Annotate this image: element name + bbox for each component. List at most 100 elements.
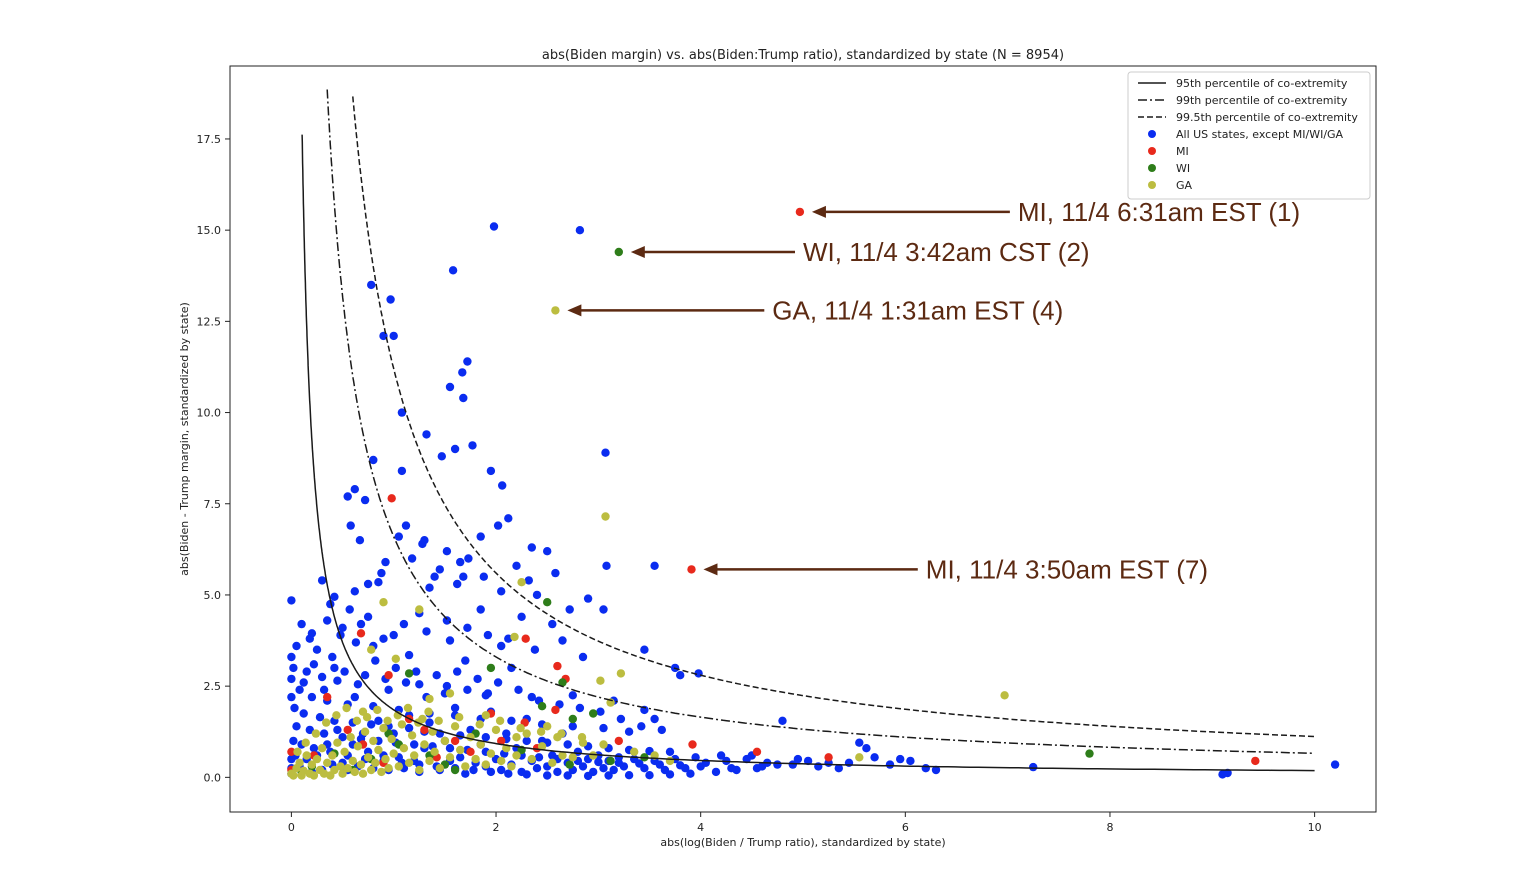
- data-point: [553, 661, 562, 671]
- data-point: [504, 514, 513, 523]
- data-point: [389, 630, 398, 640]
- data-point: [442, 681, 452, 691]
- data-point: [384, 764, 393, 773]
- data-point: [371, 758, 380, 767]
- annotation-label: GA, 11/4 1:31am EST (4): [772, 295, 1063, 325]
- y-tick-label: 10.0: [197, 407, 222, 420]
- data-point: [834, 764, 843, 773]
- data-point: [906, 756, 915, 766]
- data-point: [650, 561, 659, 570]
- data-point: [619, 762, 629, 771]
- data-point: [461, 769, 470, 778]
- data-point: [688, 740, 697, 749]
- x-tick-label: 8: [1106, 821, 1113, 834]
- data-point: [596, 676, 605, 685]
- data-point: [371, 656, 380, 665]
- data-point: [445, 753, 455, 762]
- data-point: [287, 747, 296, 756]
- data-point: [394, 762, 403, 771]
- data-point: [599, 723, 608, 733]
- data-point: [319, 729, 329, 738]
- data-point: [307, 692, 317, 702]
- data-point: [333, 738, 342, 747]
- data-point: [336, 762, 345, 771]
- data-point: [456, 753, 465, 762]
- data-point: [338, 769, 347, 778]
- data-point: [537, 702, 547, 711]
- data-point: [921, 764, 930, 773]
- data-point: [338, 623, 347, 632]
- data-point: [491, 725, 501, 735]
- data-point: [896, 754, 905, 764]
- data-point: [437, 452, 446, 461]
- data-point: [495, 716, 505, 725]
- annotation-label: MI, 11/4 6:31am EST (1): [1018, 197, 1300, 227]
- y-tick-label: 12.5: [197, 315, 222, 328]
- data-point: [404, 723, 414, 733]
- data-point: [609, 765, 618, 775]
- data-point: [1085, 749, 1094, 758]
- data-point: [568, 714, 577, 724]
- data-point: [343, 492, 352, 501]
- legend-label: 99th percentile of co-extremity: [1176, 94, 1348, 107]
- annotation-arrowhead: [811, 205, 826, 218]
- data-point: [374, 716, 383, 725]
- data-point: [386, 295, 395, 304]
- data-point: [532, 764, 542, 773]
- data-point: [312, 645, 322, 654]
- x-axis-label: abs(log(Biden / Trump ratio), standardiz…: [660, 836, 945, 849]
- y-tick-label: 5.0: [204, 589, 222, 602]
- chart-title: abs(Biden margin) vs. abs(Biden:Trump ra…: [542, 48, 1064, 63]
- data-point: [420, 725, 429, 735]
- data-point: [448, 266, 458, 275]
- data-point: [290, 703, 299, 713]
- data-point: [551, 306, 560, 315]
- data-point: [616, 714, 626, 724]
- data-point: [481, 733, 490, 742]
- data-point: [1251, 756, 1260, 766]
- data-point: [453, 579, 462, 589]
- data-point: [502, 729, 511, 738]
- data-point: [757, 762, 767, 771]
- data-point: [514, 685, 523, 694]
- data-point: [377, 568, 386, 578]
- data-point: [534, 753, 544, 762]
- data-point: [524, 576, 533, 585]
- data-point: [381, 557, 390, 567]
- data-point: [885, 760, 895, 769]
- data-point: [317, 576, 327, 585]
- data-point: [640, 645, 649, 654]
- data-point: [752, 747, 762, 756]
- data-point: [363, 612, 373, 621]
- data-point: [522, 736, 531, 746]
- data-point: [305, 634, 314, 643]
- data-point: [295, 685, 304, 694]
- data-point: [351, 638, 361, 647]
- data-point: [558, 751, 567, 760]
- data-point: [665, 756, 675, 766]
- x-tick-label: 4: [697, 821, 704, 834]
- legend-label: All US states, except MI/WI/GA: [1176, 128, 1344, 141]
- data-point: [517, 767, 526, 777]
- data-point: [367, 280, 376, 290]
- data-point: [297, 619, 306, 629]
- data-point: [407, 731, 417, 740]
- data-point: [346, 521, 355, 530]
- data-point: [389, 749, 398, 758]
- data-point: [330, 592, 339, 601]
- data-point: [686, 769, 695, 778]
- data-point: [367, 720, 376, 729]
- data-point: [517, 612, 526, 621]
- annotation-arrowhead: [630, 246, 645, 259]
- data-point: [773, 760, 782, 769]
- data-point: [624, 727, 634, 736]
- data-point: [404, 650, 414, 660]
- data-point: [397, 720, 407, 729]
- data-point: [379, 634, 388, 643]
- data-point: [387, 734, 396, 744]
- data-point: [657, 725, 666, 735]
- data-point: [445, 382, 455, 392]
- data-point: [589, 751, 598, 760]
- data-point: [305, 725, 314, 735]
- annotation-arrowhead: [567, 304, 582, 317]
